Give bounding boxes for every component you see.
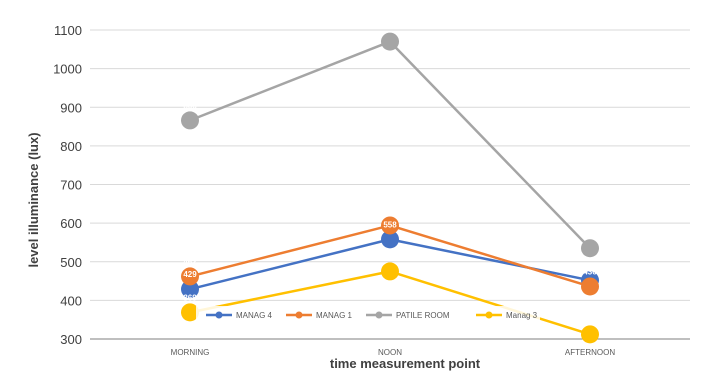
legend-marker bbox=[215, 311, 223, 319]
y-tick-label: 900 bbox=[60, 100, 82, 115]
data-label-manag-1: 462 bbox=[183, 257, 197, 266]
series-line-manag-3 bbox=[189, 270, 591, 336]
legend: MANAG 4 MANAG 1 PATILE ROOM Manag 3 bbox=[196, 306, 540, 324]
data-labels-layer: 429 558 452 462 594 436 866 1070 535 369 475 312 bbox=[183, 23, 597, 325]
y-tick-label: 500 bbox=[60, 255, 82, 270]
y-tick-label: 400 bbox=[60, 293, 82, 308]
x-axis-title: time measurement point bbox=[330, 356, 481, 371]
legend-marker bbox=[295, 311, 303, 319]
data-label-patile-room: 1070 bbox=[381, 23, 399, 32]
data-label-manag-3: 312 bbox=[583, 315, 597, 324]
data-point-manag-1 bbox=[381, 216, 399, 235]
y-tick-label: 300 bbox=[60, 332, 82, 347]
legend-label: MANAG 4 bbox=[236, 311, 273, 320]
data-label-manag-4: 558 bbox=[383, 220, 397, 229]
data-label-manag-1: 436 bbox=[583, 267, 597, 276]
legend-marker bbox=[485, 311, 493, 319]
y-tick-label: 700 bbox=[60, 178, 82, 193]
data-point-patile-room bbox=[381, 32, 399, 51]
data-point-patile-room bbox=[581, 239, 599, 258]
data-point-manag-3 bbox=[381, 262, 399, 281]
legend-label: Manag 3 bbox=[506, 311, 538, 320]
legend-label: PATILE ROOM bbox=[396, 311, 450, 320]
data-point-manag-4 bbox=[381, 230, 399, 249]
x-tick-label: MORNING bbox=[171, 348, 210, 357]
data-label-manag-4: 452 bbox=[583, 261, 597, 270]
series-layer bbox=[181, 32, 599, 344]
data-label-patile-room: 535 bbox=[583, 229, 597, 238]
data-point-manag-1 bbox=[181, 267, 199, 286]
data-point-patile-room bbox=[181, 111, 199, 130]
grid-lines bbox=[90, 29, 690, 340]
y-tick-label: 1000 bbox=[53, 62, 82, 77]
y-tick-label: 800 bbox=[60, 139, 82, 154]
data-label-manag-3: 475 bbox=[383, 252, 397, 261]
data-label-manag-3: 369 bbox=[183, 293, 197, 302]
data-point-manag-1 bbox=[581, 277, 599, 296]
y-axis-title: level illuminance (lux) bbox=[26, 132, 41, 267]
x-tick-label: NOON bbox=[378, 348, 402, 357]
x-axis-ticks: MORNING NOON AFTERNOON bbox=[171, 348, 616, 357]
x-tick-label: AFTERNOON bbox=[565, 348, 615, 357]
y-tick-label: 600 bbox=[60, 216, 82, 231]
data-point-manag-4 bbox=[181, 280, 199, 299]
data-point-manag-3 bbox=[581, 325, 599, 344]
y-tick-label: 1100 bbox=[54, 23, 82, 38]
y-axis-ticks: 300 400 500 600 700 800 900 1000 1100 bbox=[53, 23, 82, 347]
data-label-manag-4: 429 bbox=[183, 270, 197, 279]
data-label-patile-room: 866 bbox=[183, 101, 197, 110]
legend-marker bbox=[375, 311, 383, 319]
legend-label: MANAG 1 bbox=[316, 311, 353, 320]
data-point-manag-3 bbox=[181, 303, 199, 322]
data-label-manag-1: 594 bbox=[383, 206, 397, 215]
